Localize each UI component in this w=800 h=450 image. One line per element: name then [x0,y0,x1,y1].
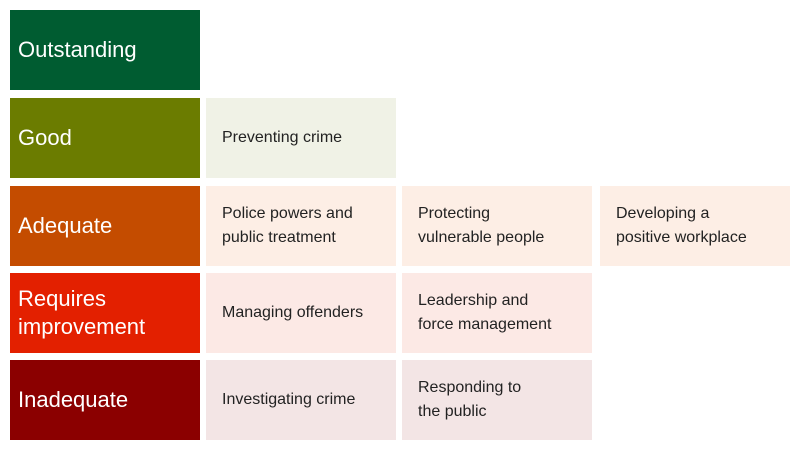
rating-label-outstanding: Outstanding [10,10,200,90]
rating-label-adequate: Adequate [10,186,200,266]
area-text: Responding to the public [418,379,522,420]
area-text: Leadership and force management [418,292,552,333]
area-cell: Investigating crime [206,360,396,440]
rating-text: Requires improvement [18,286,146,339]
rating-label-inadequate: Inadequate [10,360,200,440]
area-cell: Managing offenders [206,273,396,353]
area-text: Managing offenders [222,304,364,321]
rating-text: Outstanding [18,37,137,62]
area-text: Preventing crime [222,129,343,146]
area-text: Investigating crime [222,391,356,408]
area-text: Developing a positive workplace [616,205,747,246]
rating-label-good: Good [10,98,200,178]
rating-text: Good [18,125,72,150]
rating-label-requires-improvement: Requires improvement [10,273,200,353]
area-text: Protecting vulnerable people [418,205,545,246]
area-cell: Developing a positive workplace [600,186,790,266]
area-text: Police powers and public treatment [222,205,353,246]
rating-text: Adequate [18,213,113,238]
area-cell: Protecting vulnerable people [402,186,592,266]
area-cell: Responding to the public [402,360,592,440]
area-cell: Leadership and force management [402,273,592,353]
area-cell: Police powers and public treatment [206,186,396,266]
rating-text: Inadequate [18,387,129,412]
area-cell: Preventing crime [206,98,396,178]
